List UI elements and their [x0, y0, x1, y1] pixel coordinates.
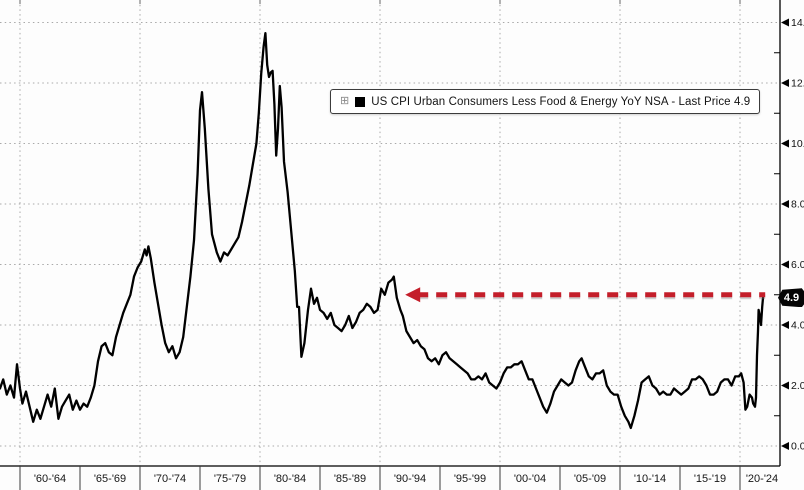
x-tick-label: '65-'69: [94, 473, 126, 485]
y-tick-label: 14.0: [791, 17, 804, 29]
x-tick-label: '20-'24: [746, 473, 778, 485]
legend-label: US CPI Urban Consumers Less Food & Energ…: [371, 95, 751, 108]
last-price-value: 4.9: [783, 291, 800, 304]
y-tick-arrow: [781, 200, 789, 208]
legend-expander-icon[interactable]: ⊞: [340, 95, 350, 107]
series-color-swatch: [355, 96, 366, 107]
x-tick-label: '05-'09: [574, 473, 606, 485]
y-tick-label: 8.0: [791, 199, 804, 211]
x-tick-label: '75-'79: [214, 473, 246, 485]
y-tick-label: 0.0: [791, 441, 804, 453]
y-tick-label: 2.0: [791, 380, 804, 392]
x-tick-label: '80-'84: [274, 473, 306, 485]
y-tick-label: 4.0: [791, 320, 804, 332]
y-tick-arrow: [781, 381, 789, 390]
y-tick-label: 6.0: [791, 259, 804, 271]
last-price-badge: 4.9: [778, 288, 804, 308]
x-tick-label: '10-'14: [634, 473, 666, 485]
y-tick-arrow: [781, 321, 789, 329]
trend-arrow-head: [405, 287, 421, 303]
y-tick-arrow: [781, 79, 789, 87]
y-tick-arrow: [781, 18, 789, 27]
y-tick-label: 12.0: [791, 78, 804, 90]
x-tick-label: '60-'64: [34, 473, 66, 485]
y-tick-arrow: [781, 442, 789, 450]
x-tick-label: '85-'89: [334, 473, 366, 485]
x-tick-label: '00-'04: [514, 473, 546, 485]
y-tick-arrow: [781, 139, 789, 148]
x-tick-label: '90-'94: [394, 473, 426, 485]
legend[interactable]: ⊞ US CPI Urban Consumers Less Food & Ene…: [330, 89, 761, 114]
y-tick-arrow: [781, 260, 789, 269]
x-tick-label: '70-'74: [154, 473, 186, 485]
y-tick-label: 10.0: [791, 138, 804, 150]
cpi-series-line: [0, 31, 765, 430]
x-tick-label: '95-'99: [454, 473, 486, 485]
x-tick-label: '15-'19: [694, 473, 726, 485]
